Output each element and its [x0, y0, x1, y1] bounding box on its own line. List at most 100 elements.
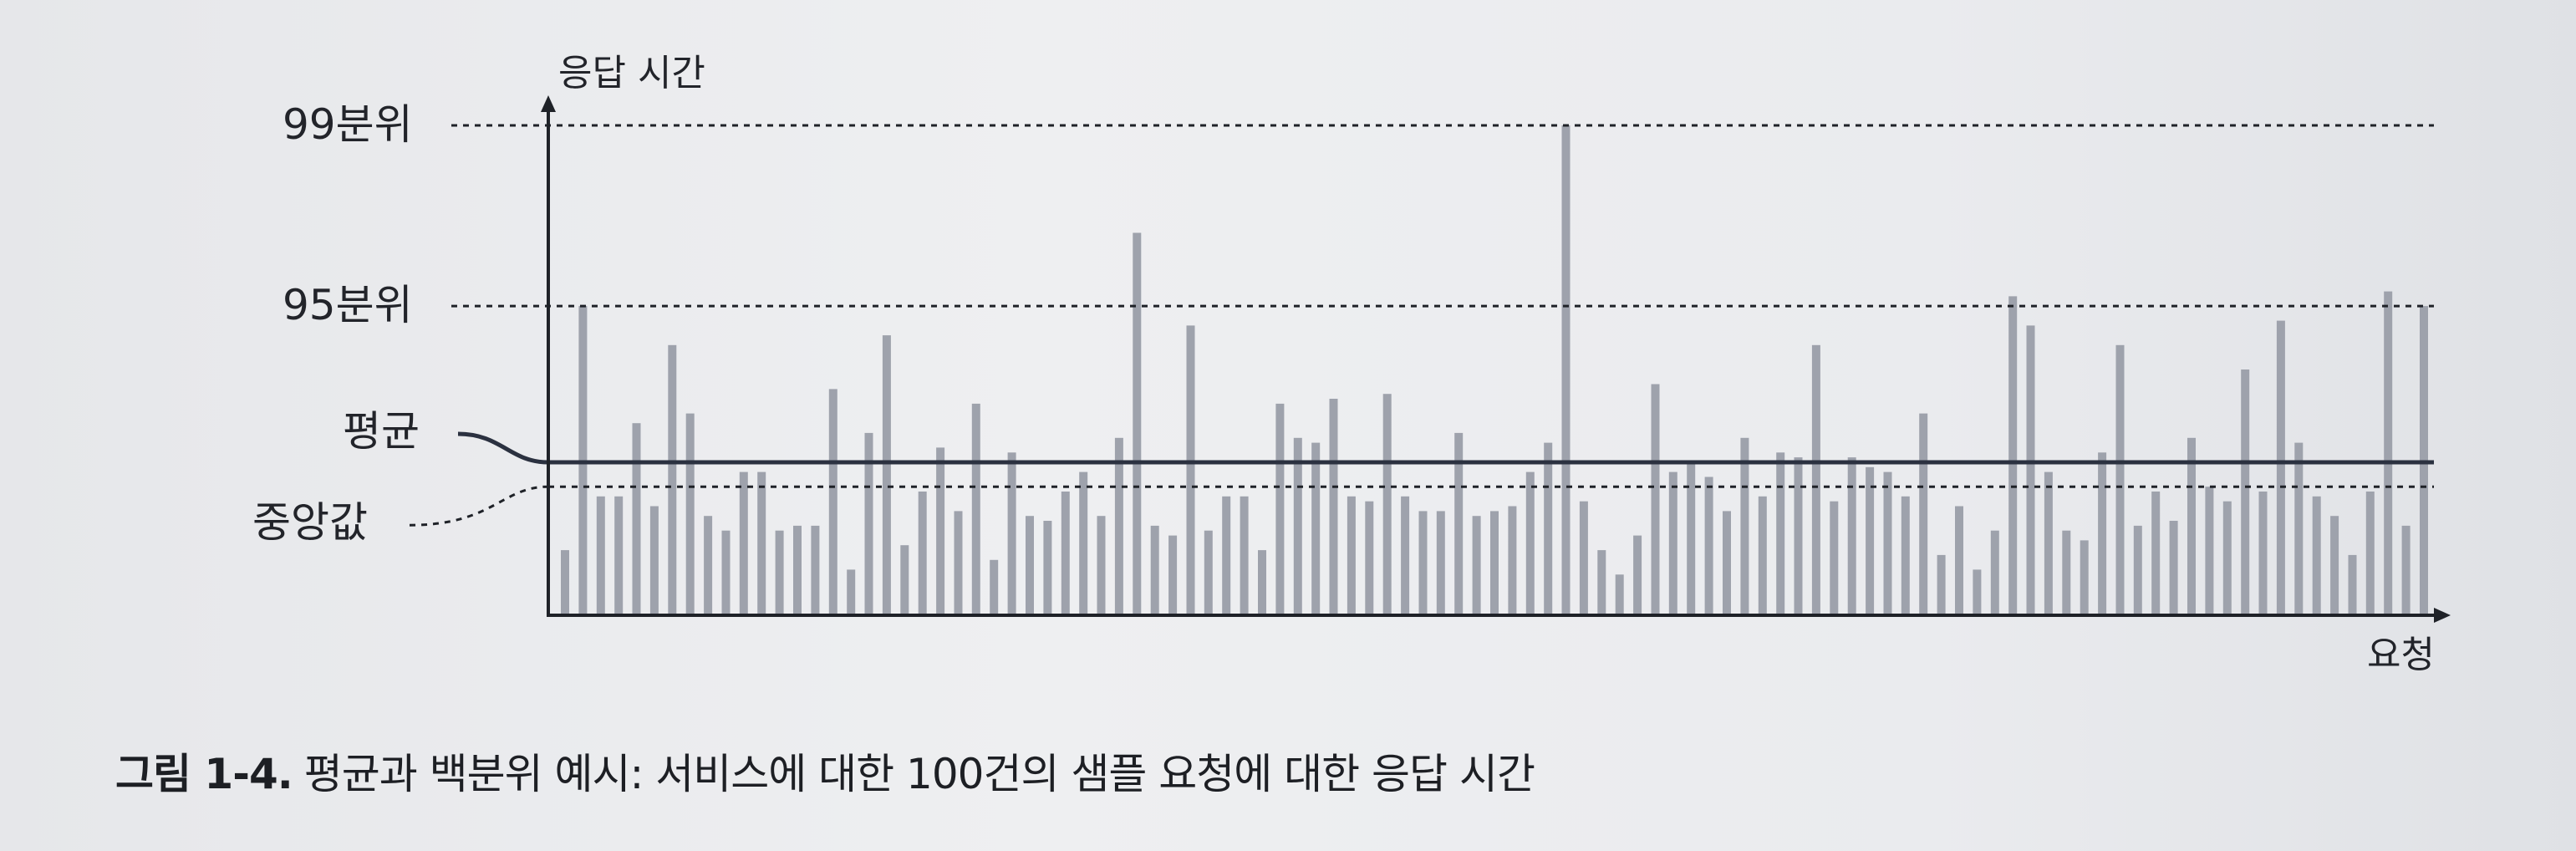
request-bar	[1687, 462, 1696, 614]
request-bar	[1204, 530, 1213, 614]
request-bar	[2222, 501, 2232, 614]
median-connector	[409, 485, 549, 527]
request-bar	[721, 530, 731, 614]
request-bar	[990, 559, 999, 614]
request-bar	[1114, 437, 1123, 614]
request-bar	[1097, 516, 1106, 614]
request-bar	[1061, 492, 1070, 614]
request-bar	[739, 471, 748, 614]
request-bar	[2401, 525, 2411, 614]
request-bar	[1150, 525, 1159, 614]
request-bar	[1883, 471, 1892, 614]
request-bar	[2330, 516, 2339, 614]
request-bar	[1830, 501, 1839, 614]
request-bar	[2276, 320, 2285, 614]
request-bar	[793, 525, 802, 614]
request-bar	[1525, 471, 1535, 614]
request-bar	[864, 432, 873, 614]
request-bar	[2294, 442, 2304, 614]
request-bar	[1561, 125, 1571, 614]
request-bar	[614, 496, 624, 614]
request-bar	[757, 471, 766, 614]
request-bar	[2258, 492, 2268, 614]
request-bar	[1811, 344, 1820, 614]
request-bar	[1222, 496, 1231, 614]
request-bar	[936, 447, 945, 614]
request-bar	[918, 492, 927, 614]
request-bar	[1240, 496, 1249, 614]
request-bar	[1847, 457, 1856, 614]
request-bar	[2312, 496, 2321, 614]
request-bar	[685, 413, 695, 614]
request-bar	[2169, 521, 2178, 614]
request-bar	[578, 306, 588, 614]
request-bar	[1919, 413, 1928, 614]
request-bar	[1740, 437, 1749, 614]
request-bar	[2420, 306, 2428, 614]
request-bar	[954, 511, 963, 614]
request-bar	[1651, 384, 1660, 614]
request-bar	[1508, 506, 1517, 614]
request-bar	[1973, 569, 1982, 614]
request-bar	[2133, 525, 2142, 614]
request-bar	[596, 496, 605, 614]
figure-caption-label: 그림 1-4.	[115, 750, 293, 798]
request-bar	[1723, 511, 1731, 614]
mean-label: 평균	[343, 407, 420, 456]
y-axis-label: 응답 시간	[558, 52, 705, 94]
request-bar	[1544, 442, 1553, 614]
request-bar	[704, 516, 713, 614]
request-bar	[2098, 452, 2107, 614]
request-bar	[1258, 550, 1266, 614]
request-bar	[847, 569, 856, 614]
request-bar	[2026, 325, 2035, 614]
request-bar	[1418, 511, 1428, 614]
request-bar	[1668, 471, 1677, 614]
request-bar	[668, 344, 677, 614]
request-bar	[1168, 535, 1178, 614]
request-bar	[1776, 452, 1785, 614]
request-bar	[2044, 471, 2053, 614]
request-bar	[2205, 487, 2214, 614]
request-bar	[1382, 394, 1392, 614]
request-bar	[1472, 516, 1481, 614]
request-bar	[1615, 574, 1624, 614]
mean-connector	[457, 431, 549, 465]
request-bar	[2348, 554, 2357, 614]
request-bar	[2241, 369, 2250, 614]
request-bar	[1347, 496, 1356, 614]
request-bar	[1937, 554, 1946, 614]
request-bar	[1436, 511, 1445, 614]
x-axis-arrow	[2434, 608, 2451, 623]
request-bar	[1293, 437, 1302, 614]
figure-caption-text: 평균과 백분위 예시: 서비스에 대한 100건의 샘플 요청에 대한 응답 시…	[303, 750, 1535, 798]
request-bar	[2008, 296, 2018, 614]
request-bar	[1901, 496, 1910, 614]
request-bar	[1758, 496, 1767, 614]
p95-label: 95분위	[283, 281, 413, 329]
request-bar	[828, 389, 837, 614]
request-bar	[1007, 452, 1016, 614]
reference-lines-group	[409, 124, 2434, 527]
request-bar	[1026, 516, 1034, 614]
request-bar	[1275, 403, 1285, 614]
request-bar	[1597, 550, 1606, 614]
request-bar	[1633, 535, 1642, 614]
axes-group: 응답 시간 요청	[541, 52, 2451, 676]
request-bar	[1043, 521, 1052, 614]
y-axis-arrow	[541, 95, 556, 112]
request-bar	[811, 525, 820, 614]
request-bar	[1990, 530, 1999, 614]
bars-group	[561, 125, 2428, 614]
request-bar	[1704, 476, 1713, 614]
request-bar	[1133, 232, 1142, 614]
x-axis-label: 요청	[2367, 634, 2435, 676]
request-bar	[1866, 466, 1875, 614]
request-bar	[882, 335, 891, 614]
figure-caption: 그림 1-4. 평균과 백분위 예시: 서비스에 대한 100건의 샘플 요청에 …	[115, 741, 1535, 801]
request-bar	[1454, 432, 1464, 614]
request-bar	[649, 506, 659, 614]
request-bar	[1329, 399, 1338, 614]
request-bar	[2115, 344, 2125, 614]
